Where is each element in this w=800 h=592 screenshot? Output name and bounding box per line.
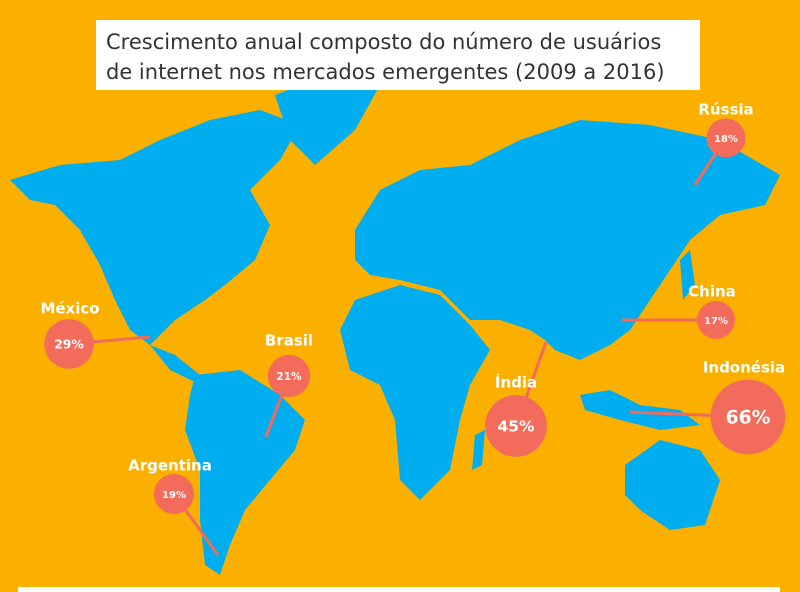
- north-america: [10, 110, 300, 345]
- bubble: [710, 379, 786, 455]
- indonesia: [580, 390, 700, 430]
- madagascar: [472, 430, 485, 470]
- country-name: Indonésia: [703, 359, 785, 377]
- value-label: 19%: [162, 490, 186, 501]
- title-box: [96, 20, 700, 90]
- south-america: [185, 370, 305, 575]
- title-line: Crescimento anual composto do número de …: [106, 30, 661, 54]
- country-name: Índia: [495, 373, 537, 392]
- value-label: 66%: [726, 408, 771, 429]
- value-label: 18%: [714, 134, 738, 145]
- australia: [625, 440, 720, 530]
- bubble: [153, 473, 195, 515]
- world-map: [10, 70, 780, 575]
- bubble: [44, 319, 94, 369]
- title-line: de internet nos mercados emergentes (200…: [106, 60, 665, 84]
- europe-asia: [355, 120, 780, 360]
- bubble: [485, 395, 547, 457]
- bubble: [267, 354, 311, 398]
- value-label: 45%: [498, 418, 535, 436]
- country-name: Argentina: [128, 457, 212, 475]
- value-label: 17%: [704, 316, 728, 327]
- country-name: México: [40, 300, 99, 318]
- footer-strip: [18, 587, 780, 592]
- country-name: Rússia: [698, 101, 753, 119]
- africa: [340, 285, 490, 500]
- value-label: 29%: [54, 338, 84, 352]
- country-name: Brasil: [265, 332, 313, 350]
- country-name: China: [688, 283, 736, 301]
- value-label: 21%: [276, 371, 302, 383]
- central-america: [150, 345, 200, 382]
- bubble: [697, 301, 735, 339]
- japan: [680, 250, 695, 300]
- bubble: [706, 118, 746, 158]
- greenland: [275, 70, 380, 165]
